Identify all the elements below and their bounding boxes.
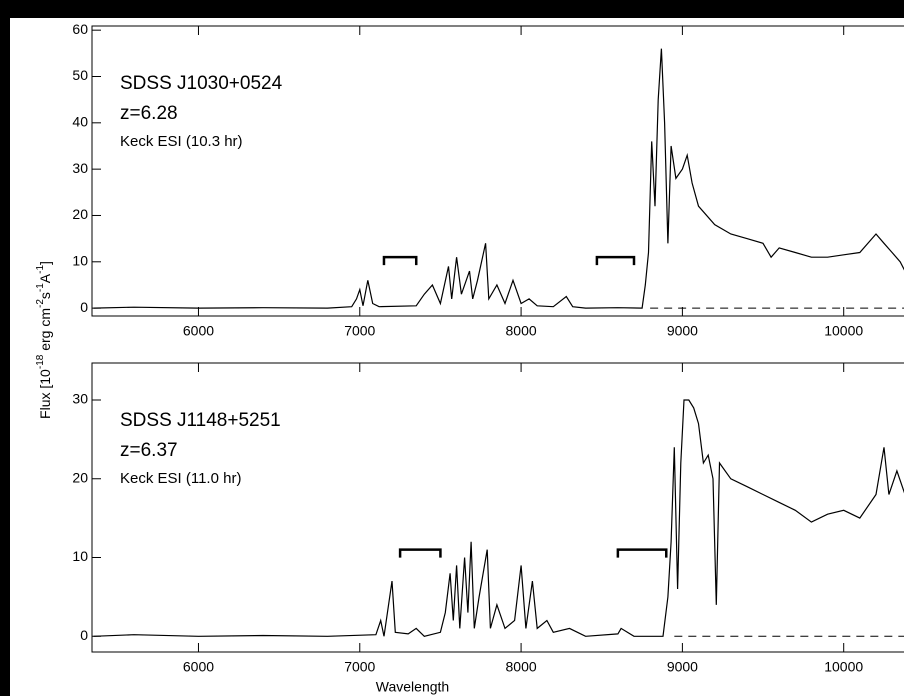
x-tick-label: 6000 — [183, 659, 214, 675]
y-axis-label-part: s — [37, 292, 53, 299]
y-tick-label: 10 — [72, 548, 88, 564]
annotation: SDSS J1030+0524 — [120, 73, 283, 94]
x-tick-label: 7000 — [344, 659, 375, 675]
annotation: Keck ESI (11.0 hr) — [120, 470, 241, 487]
annotation: SDSS J1148+5251 — [120, 410, 281, 431]
x-axis-label: Wavelength — [376, 679, 449, 695]
y-axis-label-part: A — [37, 273, 53, 283]
plot-frame — [91, 362, 904, 653]
x-tick-label: 7000 — [344, 323, 375, 339]
y-tick-label: 40 — [72, 114, 88, 130]
y-tick-label: 60 — [72, 21, 88, 37]
bracket — [595, 255, 636, 266]
y-axis-label-part: -1 — [35, 283, 46, 292]
y-tick-label: 30 — [72, 160, 88, 176]
y-tick-label: 20 — [72, 206, 88, 222]
y-tick-label: 0 — [80, 299, 88, 315]
y-tick-label: 0 — [80, 627, 88, 643]
x-tick-label: 9000 — [667, 323, 698, 339]
spectrum-line — [93, 48, 904, 309]
bracket — [616, 548, 668, 558]
bracket — [398, 548, 442, 558]
annotation: z=6.37 — [120, 440, 178, 461]
y-axis-label-part: ] — [37, 261, 53, 265]
x-tick-label: 8000 — [506, 659, 537, 675]
spectrum-line — [93, 399, 904, 637]
y-axis-label-part: Flux [10 — [37, 369, 53, 419]
x-tick-label: 9000 — [667, 659, 698, 675]
plot-frame — [91, 25, 904, 317]
x-tick-label: 10000 — [824, 323, 863, 339]
x-tick-label: 6000 — [183, 323, 214, 339]
y-tick-label: 20 — [72, 469, 88, 485]
annotation: z=6.28 — [120, 103, 178, 124]
y-axis-label: Flux [10-18 erg cm-2s-1A-1] — [35, 261, 53, 419]
y-axis-label-part: -2 — [35, 299, 46, 308]
x-tick-label: 10000 — [824, 659, 863, 675]
y-axis-label-part: -1 — [35, 265, 46, 274]
y-axis-label-part: erg cm — [37, 308, 53, 355]
x-tick-label: 8000 — [506, 323, 537, 339]
y-tick-label: 50 — [72, 67, 88, 83]
y-axis-label-part: -18 — [35, 354, 46, 369]
bracket — [382, 255, 418, 266]
y-tick-label: 10 — [72, 253, 88, 269]
annotation: Keck ESI (10.3 hr) — [120, 133, 243, 150]
y-tick-label: 30 — [72, 391, 88, 407]
